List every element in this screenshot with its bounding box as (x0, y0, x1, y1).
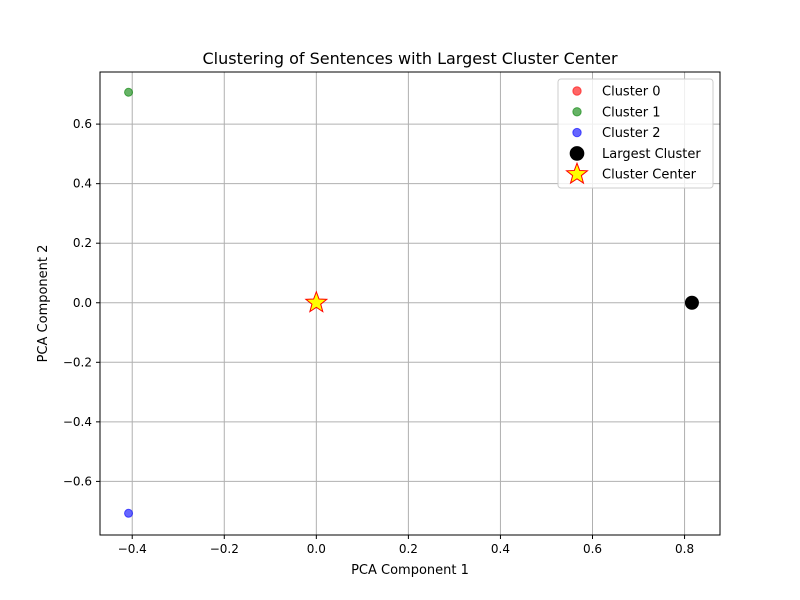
legend-label: Cluster 0 (602, 85, 661, 100)
x-tick-label: 0.0 (307, 542, 326, 556)
legend-marker-cluster-0 (572, 86, 582, 96)
y-tick-label: −0.6 (63, 474, 92, 488)
data-points (124, 87, 699, 518)
legend-marker-cluster-1 (572, 107, 582, 117)
x-tick-label: 0.8 (675, 542, 694, 556)
chart-title: Clustering of Sentences with Largest Clu… (202, 49, 617, 68)
y-tick-label: −0.2 (63, 355, 92, 369)
legend-label: Cluster 1 (602, 105, 661, 120)
y-tick-label: 0.0 (73, 296, 92, 310)
legend-label: Largest Cluster (602, 147, 701, 162)
x-tick-label: −0.4 (118, 542, 147, 556)
y-tick-label: 0.6 (73, 117, 92, 131)
x-tick-label: 0.4 (491, 542, 510, 556)
legend-marker-cluster-center (565, 161, 589, 185)
data-point-cluster-1 (124, 87, 134, 97)
x-tick-label: 0.6 (583, 542, 602, 556)
data-point-cluster-center (304, 290, 329, 313)
legend-label: Cluster Center (602, 168, 697, 183)
y-tick-label: −0.4 (63, 415, 92, 429)
y-tick-label: 0.4 (73, 177, 92, 191)
data-point-cluster-2 (124, 508, 134, 518)
plot-frame (99, 71, 721, 536)
x-axis-label: PCA Component 1 (351, 563, 469, 578)
y-tick-label: 0.2 (73, 236, 92, 250)
y-axis-label: PCA Component 2 (36, 245, 51, 363)
legend-label: Cluster 2 (602, 126, 661, 141)
legend-marker-largest-cluster (569, 146, 585, 161)
x-tick-label: 0.2 (399, 542, 418, 556)
x-tick-label: −0.2 (210, 542, 239, 556)
legend: Cluster 0 Cluster 1 Cluster 2 Largest Clust… (557, 78, 714, 189)
data-point-largest-cluster (684, 295, 699, 310)
legend-box (557, 78, 714, 189)
legend-marker-cluster-2 (572, 127, 582, 138)
axis-ticks: −0.4 −0.2 0.0 0.2 0.4 0.6 0.8 −0.6 −0.4 −0.2 0.0 0.… (63, 117, 694, 556)
